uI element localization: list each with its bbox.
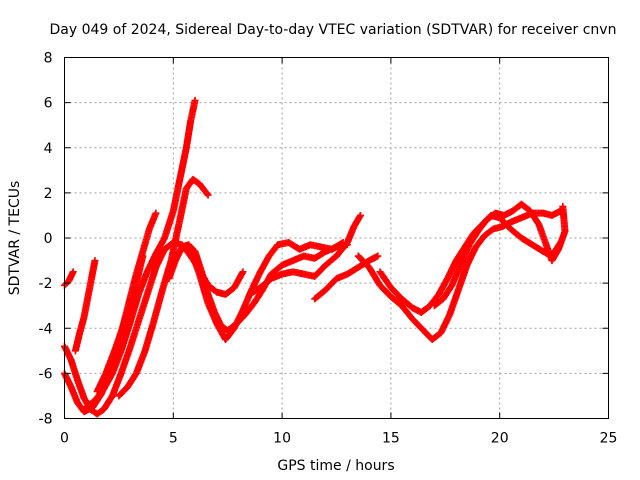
plus-marker: [204, 191, 212, 199]
y-tick-label: -4: [39, 321, 53, 337]
plus-marker: [374, 252, 382, 260]
plus-marker: [152, 209, 160, 217]
data-series: [376, 211, 565, 316]
data-marks: [61, 96, 569, 418]
data-series: [354, 207, 565, 344]
grid-lines: [64, 57, 609, 419]
x-tick-label: 10: [273, 431, 291, 447]
y-tick-label: -2: [39, 276, 53, 292]
plus-marker: [356, 211, 364, 219]
data-series: [93, 252, 147, 395]
plus-marker: [191, 96, 199, 104]
y-tick-label: -8: [39, 412, 53, 428]
y-tick-label: 4: [44, 141, 53, 157]
chart-title: Day 049 of 2024, Sidereal Day-to-day VTE…: [50, 22, 617, 38]
data-series: [430, 200, 569, 310]
x-axis-tick-labels: 0 5 10 15 20 25: [60, 431, 617, 447]
y-axis-tick-labels: -8 -6 -4 -2 0 2 4 6 8: [39, 51, 53, 428]
y-tick-label: -6: [39, 366, 53, 382]
x-tick-label: 20: [491, 431, 509, 447]
plus-marker: [69, 268, 77, 276]
y-axis-title: SDTVAR / TECUs: [7, 181, 23, 296]
x-tick-label: 15: [382, 431, 400, 447]
plus-marker: [239, 268, 247, 276]
data-series: [182, 239, 347, 344]
x-tick-label: 5: [169, 431, 178, 447]
plus-marker: [139, 252, 147, 260]
y-tick-label: 0: [44, 231, 53, 247]
y-tick-label: 6: [44, 96, 53, 112]
x-tick-label: 0: [60, 431, 69, 447]
x-tick-label: 25: [600, 431, 618, 447]
data-series: [61, 268, 77, 289]
axis-ticks: [64, 57, 609, 419]
data-series: [245, 211, 364, 298]
data-series: [311, 252, 382, 303]
data-series: [82, 96, 199, 411]
plus-marker: [559, 202, 567, 210]
y-tick-label: 8: [44, 51, 53, 67]
x-axis-title: GPS time / hours: [277, 458, 394, 474]
data-series: [71, 257, 99, 355]
plus-marker: [203, 190, 211, 198]
y-tick-label: 2: [44, 186, 53, 202]
plus-marker: [91, 257, 99, 265]
